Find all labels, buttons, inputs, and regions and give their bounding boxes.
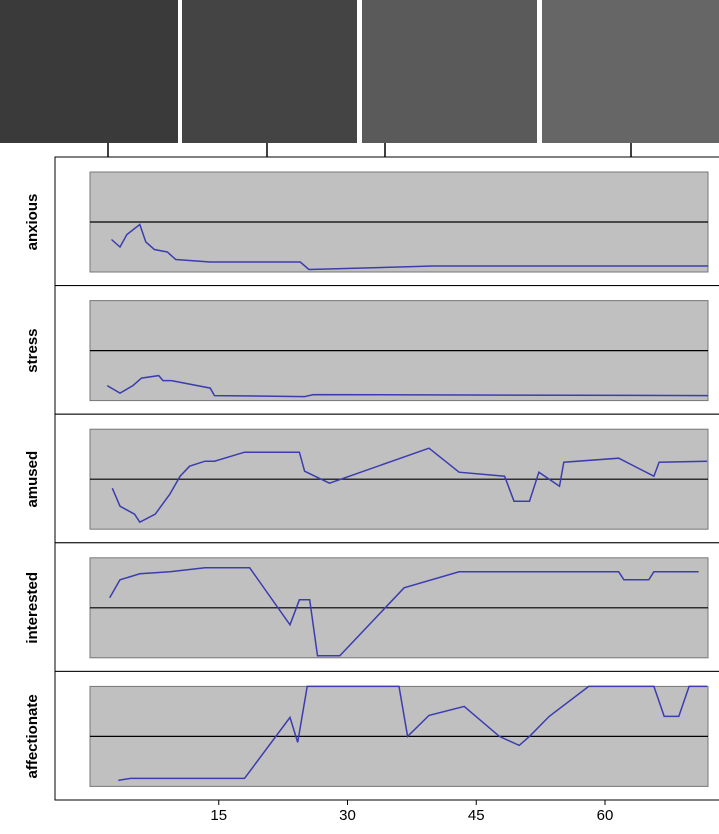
video-frames bbox=[0, 0, 719, 170]
y-axis-label: stress bbox=[24, 328, 41, 372]
video-frame bbox=[0, 0, 178, 143]
video-frame bbox=[362, 0, 537, 143]
video-frame bbox=[542, 0, 719, 143]
x-tick-label: 15 bbox=[210, 807, 227, 824]
x-tick-label: 60 bbox=[597, 807, 614, 824]
x-tick-label: 45 bbox=[468, 807, 485, 824]
figure: anxious stress amused interested affectionat… bbox=[0, 0, 719, 829]
y-axis-label: affectionate bbox=[24, 694, 41, 778]
y-axis-label: amused bbox=[24, 451, 41, 508]
video-frame bbox=[182, 0, 357, 143]
y-axis-label: anxious bbox=[24, 194, 41, 251]
x-tick-label: 30 bbox=[339, 807, 356, 824]
y-axis-label: interested bbox=[24, 572, 41, 644]
